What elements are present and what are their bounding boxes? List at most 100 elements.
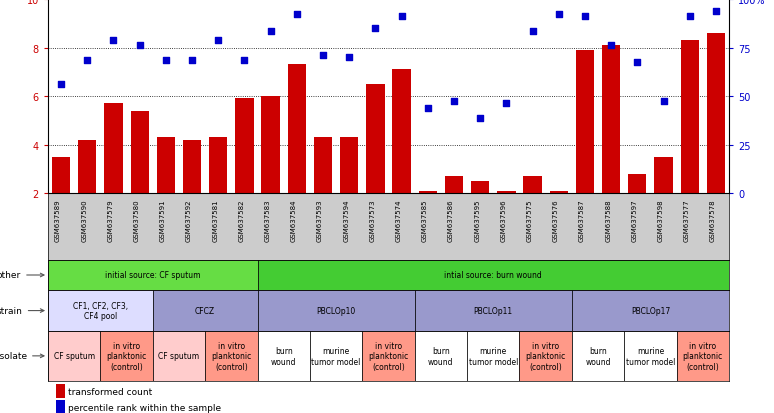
Point <box>238 57 251 64</box>
Text: GSM637575: GSM637575 <box>526 199 533 241</box>
Point <box>369 26 382 32</box>
Text: murine
tumor model: murine tumor model <box>311 347 361 366</box>
Text: burn
wound: burn wound <box>585 347 611 366</box>
Text: GSM637595: GSM637595 <box>474 199 480 241</box>
Bar <box>550 191 568 194</box>
Bar <box>445 177 463 194</box>
Bar <box>676 331 729 381</box>
Bar <box>288 65 306 194</box>
Text: GSM637581: GSM637581 <box>212 199 218 242</box>
Bar <box>602 46 620 194</box>
Bar <box>131 112 149 194</box>
Bar <box>624 331 676 381</box>
Text: GSM637588: GSM637588 <box>605 199 611 242</box>
Point <box>265 28 277 35</box>
Bar <box>366 85 385 194</box>
Bar <box>48 331 101 381</box>
Bar <box>576 51 594 194</box>
Bar <box>680 41 699 194</box>
Text: GSM637594: GSM637594 <box>343 199 349 241</box>
Point <box>55 81 67 88</box>
Bar <box>707 34 725 194</box>
Text: GSM637596: GSM637596 <box>500 199 506 242</box>
Bar <box>152 290 258 331</box>
Text: in vitro
planktonic
(control): in vitro planktonic (control) <box>211 341 252 371</box>
Text: PBCLOp10: PBCLOp10 <box>317 306 356 315</box>
Point <box>474 115 486 122</box>
Point <box>500 101 512 107</box>
Bar <box>415 290 572 331</box>
Bar <box>56 384 65 399</box>
Text: GSM637591: GSM637591 <box>160 199 166 242</box>
Text: GSM637583: GSM637583 <box>265 199 271 242</box>
Text: in vitro
planktonic
(control): in vitro planktonic (control) <box>107 341 147 371</box>
Bar <box>48 290 152 331</box>
Bar <box>258 290 415 331</box>
Text: GSM637578: GSM637578 <box>710 199 716 242</box>
Point <box>108 38 120 45</box>
Bar <box>572 331 624 381</box>
Text: GSM637579: GSM637579 <box>108 199 114 242</box>
Text: murine
tumor model: murine tumor model <box>468 347 518 366</box>
Point <box>631 59 643 66</box>
Point <box>212 38 224 45</box>
Text: GSM637590: GSM637590 <box>81 199 87 242</box>
Text: GSM637587: GSM637587 <box>579 199 585 242</box>
Point <box>448 98 461 105</box>
Bar <box>415 331 467 381</box>
Text: in vitro
planktonic
(control): in vitro planktonic (control) <box>526 341 566 371</box>
Text: murine
tumor model: murine tumor model <box>625 347 675 366</box>
Text: GSM637586: GSM637586 <box>448 199 454 242</box>
Text: burn
wound: burn wound <box>271 347 296 366</box>
Point <box>526 28 539 35</box>
Bar <box>258 331 310 381</box>
Text: GSM637597: GSM637597 <box>632 199 637 242</box>
Bar <box>340 138 358 194</box>
Point <box>133 43 146 49</box>
Text: GSM637584: GSM637584 <box>291 199 296 241</box>
Bar <box>362 331 415 381</box>
Text: initial source: CF sputum: initial source: CF sputum <box>105 271 200 280</box>
Text: in vitro
planktonic
(control): in vitro planktonic (control) <box>683 341 723 371</box>
Point <box>159 57 172 64</box>
Bar <box>183 140 201 194</box>
Point <box>657 98 670 105</box>
Text: in vitro
planktonic
(control): in vitro planktonic (control) <box>368 341 409 371</box>
Point <box>553 11 565 18</box>
Text: CF1, CF2, CF3,
CF4 pool: CF1, CF2, CF3, CF4 pool <box>73 301 128 320</box>
Bar <box>392 70 411 194</box>
Text: PBCLOp11: PBCLOp11 <box>474 306 513 315</box>
Bar <box>628 174 646 194</box>
Bar <box>419 191 437 194</box>
Bar <box>205 331 258 381</box>
Point <box>343 55 355 62</box>
Point <box>290 11 303 18</box>
Text: GSM637592: GSM637592 <box>186 199 192 241</box>
Bar <box>104 104 122 194</box>
Bar <box>101 331 152 381</box>
Point <box>186 57 198 64</box>
Text: intial source: burn wound: intial source: burn wound <box>444 271 542 280</box>
Text: strain: strain <box>0 306 44 315</box>
Text: GSM637589: GSM637589 <box>55 199 61 242</box>
Point <box>317 52 329 59</box>
Text: other: other <box>0 271 44 280</box>
Point <box>683 14 696 20</box>
Point <box>605 43 618 49</box>
Text: GSM637593: GSM637593 <box>317 199 323 242</box>
Bar <box>262 97 280 194</box>
Bar <box>258 260 729 290</box>
Bar <box>235 99 254 194</box>
Text: PBCLOp17: PBCLOp17 <box>631 306 670 315</box>
Point <box>81 57 94 64</box>
Text: CFCZ: CFCZ <box>195 306 215 315</box>
Bar <box>156 138 175 194</box>
Text: transformed count: transformed count <box>68 387 152 396</box>
Bar <box>654 157 673 194</box>
Text: burn
wound: burn wound <box>428 347 454 366</box>
Text: GSM637582: GSM637582 <box>238 199 245 241</box>
Point <box>579 14 591 20</box>
Text: CF sputum: CF sputum <box>53 351 94 361</box>
Bar <box>78 140 97 194</box>
Text: CF sputum: CF sputum <box>159 351 200 361</box>
